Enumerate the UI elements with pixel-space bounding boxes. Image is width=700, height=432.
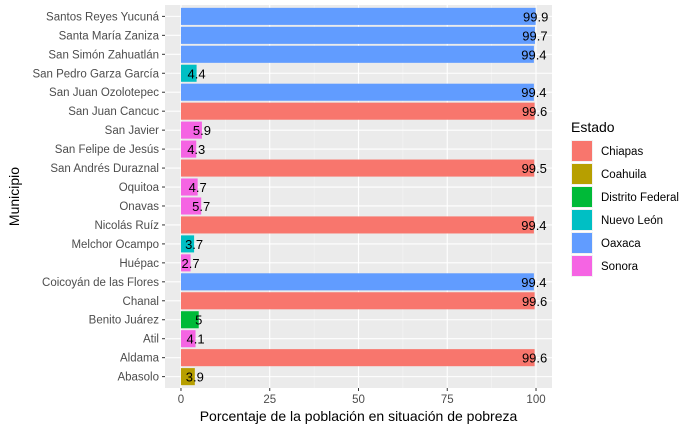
bar-value-label: 5.9 bbox=[193, 123, 211, 138]
y-tick-label: Santos Reyes Yucuná bbox=[46, 11, 160, 23]
legend-label: Oaxaca bbox=[601, 238, 641, 250]
x-axis: 0 25 50 75 100 bbox=[178, 388, 546, 406]
bar bbox=[180, 254, 191, 272]
y-tick-label: San Juan Cancuc bbox=[68, 106, 159, 118]
legend-swatch bbox=[572, 256, 592, 276]
bar-value-label: 4.1 bbox=[186, 332, 204, 347]
legend-title: Estado bbox=[571, 119, 615, 135]
bar bbox=[180, 45, 534, 63]
bar-value-label: 99.4 bbox=[521, 85, 546, 100]
legend-label: Distrito Federal bbox=[601, 192, 679, 204]
y-axis-title: Municipio bbox=[6, 167, 22, 226]
legend-label: Nuevo León bbox=[601, 215, 663, 227]
bar-value-label: 99.6 bbox=[522, 351, 547, 366]
y-tick-label: Melchor Ocampo bbox=[71, 239, 159, 251]
legend-label: Coahuila bbox=[601, 169, 647, 181]
bar bbox=[180, 26, 535, 44]
y-tick-label: Benito Juárez bbox=[89, 315, 160, 327]
y-tick-label: Oquitoa bbox=[119, 182, 160, 194]
bar-value-label: 5 bbox=[195, 313, 202, 328]
bar bbox=[180, 368, 195, 386]
y-tick-label: Atil bbox=[143, 334, 159, 346]
bar bbox=[180, 311, 199, 329]
bar-value-label: 99.4 bbox=[521, 218, 546, 233]
bar bbox=[180, 235, 195, 253]
legend-swatch bbox=[572, 233, 592, 253]
bar bbox=[180, 330, 196, 348]
bar bbox=[180, 273, 534, 291]
bar-value-label: 99.4 bbox=[521, 47, 546, 62]
x-tick-label: 0 bbox=[178, 394, 184, 406]
y-tick-label: San Juan Ozolotepec bbox=[49, 87, 159, 99]
legend-swatch bbox=[572, 141, 592, 161]
y-tick-label: Aldama bbox=[120, 353, 160, 365]
y-axis: Santos Reyes Yucuná Santa María Zaniza San… bbox=[32, 11, 165, 384]
legend-label: Sonora bbox=[601, 261, 639, 273]
bar-value-label: 4.4 bbox=[188, 66, 206, 81]
y-tick-label: Onavas bbox=[119, 201, 159, 213]
y-tick-label: San Javier bbox=[105, 125, 160, 137]
y-tick-label: San Andrés Duraznal bbox=[50, 163, 159, 175]
legend-swatch bbox=[572, 164, 592, 184]
x-tick-label: 75 bbox=[441, 394, 454, 406]
x-axis-title: Porcentaje de la población en situación … bbox=[200, 408, 518, 424]
bars bbox=[180, 7, 536, 386]
bar-value-label: 5.7 bbox=[192, 199, 210, 214]
bar-value-label: 2.7 bbox=[182, 256, 200, 271]
bar bbox=[180, 349, 535, 367]
legend-swatch bbox=[572, 187, 592, 207]
bar-value-label: 99.4 bbox=[521, 275, 546, 290]
bar-value-label: 99.6 bbox=[522, 294, 547, 309]
bar bbox=[180, 292, 535, 310]
bar bbox=[180, 64, 197, 82]
bar-value-label: 99.9 bbox=[523, 9, 548, 24]
y-tick-label: Coicoyán de las Flores bbox=[42, 277, 159, 289]
legend-swatch bbox=[572, 210, 592, 230]
y-tick-label: Santa María Zaniza bbox=[59, 30, 160, 42]
bar bbox=[180, 216, 534, 234]
y-tick-label: Nicolás Ruíz bbox=[94, 220, 159, 232]
bar-value-label: 4.3 bbox=[187, 142, 205, 157]
bar bbox=[180, 121, 202, 139]
y-tick-label: San Simón Zahuatlán bbox=[48, 49, 159, 61]
bar-value-label: 3.9 bbox=[186, 370, 204, 385]
legend: Estado Chiapas Coahuila Distrito Federal Nu… bbox=[571, 119, 679, 277]
y-tick-label: San Pedro Garza García bbox=[32, 68, 159, 80]
y-tick-label: San Felipe de Jesús bbox=[55, 144, 159, 156]
bar bbox=[180, 102, 535, 120]
y-tick-label: Huépac bbox=[119, 258, 159, 270]
bar bbox=[180, 178, 198, 196]
bar bbox=[180, 197, 202, 215]
bar-value-label: 99.5 bbox=[522, 161, 547, 176]
x-tick-label: 50 bbox=[352, 394, 365, 406]
bar bbox=[180, 159, 535, 177]
bar-value-label: 99.6 bbox=[522, 104, 547, 119]
y-tick-label: Abasolo bbox=[117, 372, 159, 384]
grid-minor bbox=[225, 5, 492, 388]
value-labels: 99.9 99.7 99.4 4.4 99.4 99.6 5.9 4.3 99.5 4.7 5.7 9… bbox=[182, 9, 549, 384]
bar bbox=[180, 140, 197, 158]
x-tick-label: 100 bbox=[526, 394, 545, 406]
legend-label: Chiapas bbox=[601, 146, 643, 158]
x-tick-label: 25 bbox=[263, 394, 276, 406]
bar-value-label: 4.7 bbox=[189, 180, 207, 195]
bar-value-label: 99.7 bbox=[522, 28, 547, 43]
bar-value-label: 3.7 bbox=[185, 237, 203, 252]
y-tick-label: Chanal bbox=[123, 296, 159, 308]
bar bbox=[180, 7, 536, 25]
bar bbox=[180, 83, 534, 101]
